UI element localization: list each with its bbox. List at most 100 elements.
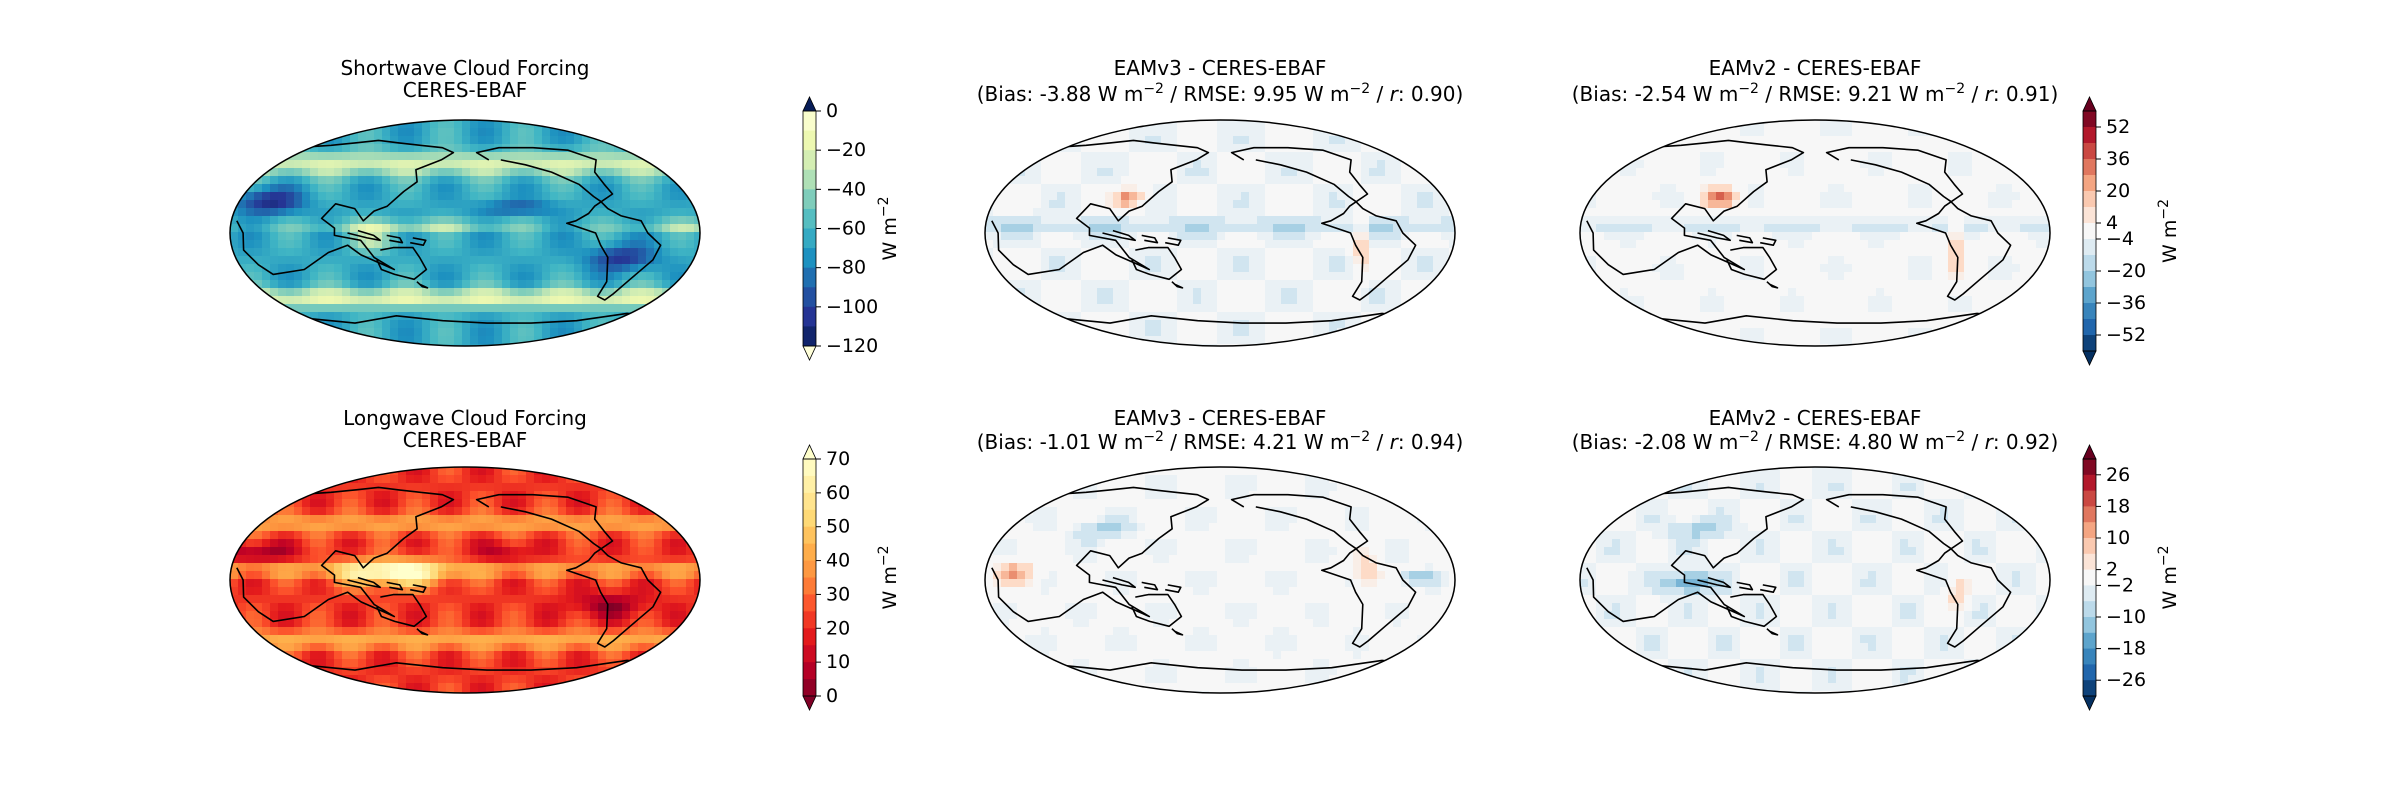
colorbar-segment — [2083, 490, 2096, 507]
lw-v2-panel: EAMv2 - CERES-EBAF(Bias: -2.08 W m−2 / R… — [1572, 406, 2181, 711]
colorbar-tick-label: 20 — [2106, 180, 2130, 202]
colorbar-segment — [803, 594, 816, 612]
colorbar-tick-label: −18 — [2106, 638, 2146, 660]
colorbar-tick-label: 36 — [2106, 148, 2130, 170]
sw-obs-map — [230, 120, 700, 346]
colorbar-label: W m−2 — [876, 546, 901, 610]
coastline — [1586, 486, 1805, 623]
colorbar-segment — [803, 111, 816, 132]
colorbar-segment — [2083, 617, 2096, 634]
colorbar-segment — [2083, 239, 2096, 256]
colorbar-tick-label: −120 — [826, 335, 878, 357]
sw-obs-colorbar: 0 −20 −40 −60 −80 −100 −120 W m−2 — [802, 96, 901, 361]
coastline — [1614, 659, 2019, 671]
lw-v2-colorbar: 26 18 10 2−2 −10 −18 −26 W m−2 — [2082, 444, 2181, 711]
colorbar-segment — [803, 248, 816, 269]
panel-subtitle: (Bias: -2.54 W m−2 / RMSE: 9.21 W m−2 / … — [1572, 81, 2059, 106]
colorbar-segment — [803, 679, 816, 697]
colorbar-extend-max — [802, 96, 817, 112]
sw-v3-map — [985, 120, 1455, 346]
colorbar-label: W m−2 — [2156, 199, 2181, 263]
lw-obs-map — [230, 467, 700, 693]
coastline — [1230, 493, 1417, 648]
sw-v3-map-border — [984, 119, 1456, 347]
colorbar-tick-label: −4 — [2106, 228, 2134, 250]
colorbar-tick-label: −10 — [2106, 606, 2146, 628]
colorbar-extend-max — [2082, 444, 2097, 460]
sw-v2-map-border — [1579, 119, 2051, 347]
colorbar-segment — [803, 228, 816, 249]
lw-obs-map-border — [229, 466, 701, 694]
colorbar-extend-max — [2082, 96, 2097, 112]
colorbar-segment — [2083, 223, 2096, 240]
colorbar-tick-label: 26 — [2106, 464, 2130, 486]
colorbar-segment — [803, 509, 816, 528]
panel-title: Shortwave Cloud Forcing — [340, 56, 589, 80]
colorbar-segment — [2083, 175, 2096, 192]
colorbar-extend-max — [802, 444, 817, 460]
colorbar-segment — [2083, 553, 2096, 571]
sw-v2-map — [1580, 120, 2050, 346]
colorbar-segment — [803, 208, 816, 229]
colorbar-segment — [2083, 207, 2096, 224]
coastline — [1726, 593, 1778, 628]
coastline — [386, 234, 404, 244]
colorbar-extend-min — [2082, 350, 2097, 366]
colorbar-segment — [803, 560, 816, 578]
lw-v3-panel: EAMv3 - CERES-EBAF(Bias: -1.01 W m−2 / R… — [977, 406, 1463, 694]
colorbar-tick-label: 4 — [2106, 212, 2118, 234]
sw-v2-colorbar: 52 36 20 4−4 −20 −36 −52 W m−2 — [2082, 96, 2181, 366]
coastline — [1760, 237, 1777, 246]
colorbar-segment — [2083, 111, 2096, 128]
coastline — [347, 229, 382, 242]
coastline — [376, 593, 428, 628]
coastline — [475, 493, 662, 648]
coastline — [1825, 146, 2012, 301]
colorbar-segment — [2083, 680, 2096, 697]
colorbar-tick-label: 10 — [2106, 527, 2130, 549]
colorbar-segment — [2083, 271, 2096, 288]
colorbar-segment — [2083, 506, 2096, 523]
colorbar-segment — [2083, 127, 2096, 144]
coastline — [1736, 234, 1754, 244]
colorbar-segment — [2083, 335, 2096, 352]
colorbar-segment — [803, 169, 816, 190]
colorbar-extend-min — [802, 345, 817, 361]
coastline — [410, 237, 427, 246]
coastline — [1019, 312, 1424, 324]
colorbar-segment — [2083, 569, 2096, 586]
colorbar-segment — [803, 267, 816, 288]
colorbar-frame — [2082, 110, 2097, 352]
coastline — [1141, 581, 1159, 591]
coastline — [991, 486, 1210, 623]
colorbar-segment — [803, 475, 816, 494]
colorbar-segment — [2083, 664, 2096, 681]
panel-title: EAMv3 - CERES-EBAF — [1114, 406, 1327, 430]
colorbar-segment — [2083, 143, 2096, 160]
coastline — [1102, 229, 1136, 242]
colorbar-segment — [2083, 522, 2096, 539]
lw-v2-map-border — [1579, 466, 2051, 694]
panel-title: EAMv3 - CERES-EBAF — [1114, 56, 1327, 80]
coastline — [1141, 234, 1159, 244]
colorbar-segment — [2083, 255, 2096, 272]
colorbar-segment — [2083, 303, 2096, 320]
colorbar-segment — [2083, 191, 2096, 208]
colorbar-tick-label: −80 — [826, 257, 866, 279]
colorbar-segment — [803, 130, 816, 151]
colorbar-segment — [803, 543, 816, 562]
colorbar-extend-min — [2082, 695, 2097, 711]
colorbar-segment — [2083, 648, 2096, 665]
colorbar-segment — [803, 577, 816, 595]
colorbar-segment — [803, 189, 816, 210]
colorbar-tick-label: 0 — [826, 100, 838, 122]
panel-subtitle: (Bias: -2.08 W m−2 / RMSE: 4.80 W m−2 / … — [1572, 429, 2059, 454]
coastline — [1697, 576, 1731, 589]
colorbar-segment — [2083, 459, 2096, 476]
colorbar-tick-label: −60 — [826, 218, 866, 240]
coastline — [1165, 584, 1182, 594]
colorbar-tick-label: −26 — [2106, 669, 2146, 691]
